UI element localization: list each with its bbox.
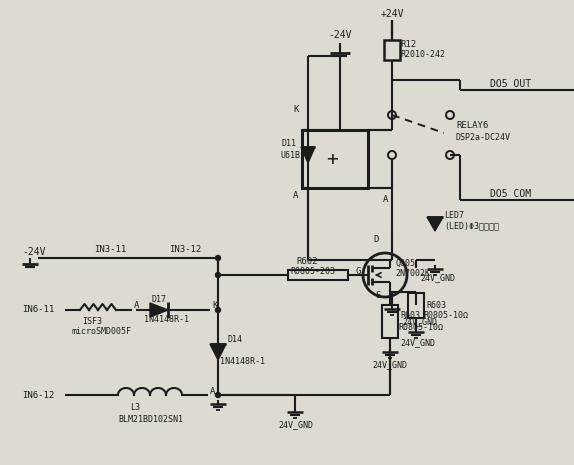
Bar xyxy=(408,293,424,318)
Text: BLM21BD102SN1: BLM21BD102SN1 xyxy=(118,416,183,425)
Text: R602: R602 xyxy=(296,258,317,266)
Bar xyxy=(384,40,400,60)
Text: A: A xyxy=(210,386,215,396)
Text: LED7: LED7 xyxy=(444,212,464,220)
Text: R603: R603 xyxy=(400,312,420,320)
Text: -24V: -24V xyxy=(328,30,352,40)
Text: DO5 COM: DO5 COM xyxy=(490,189,531,199)
Text: 1N4148R-1: 1N4148R-1 xyxy=(220,358,265,366)
Text: R603: R603 xyxy=(426,300,446,310)
Text: 24V_GND: 24V_GND xyxy=(372,360,407,370)
Text: K: K xyxy=(293,106,298,114)
Text: D: D xyxy=(373,235,378,245)
Text: 24V_GND: 24V_GND xyxy=(402,318,437,326)
Text: (LED)Φ3平头绍红: (LED)Φ3平头绍红 xyxy=(444,221,499,231)
Text: ISF3: ISF3 xyxy=(82,318,102,326)
Text: G: G xyxy=(355,267,360,277)
Text: IN6-12: IN6-12 xyxy=(22,391,55,399)
Text: D11: D11 xyxy=(282,140,297,148)
Text: A: A xyxy=(383,195,389,205)
Bar xyxy=(382,305,398,338)
Text: RELAY6: RELAY6 xyxy=(456,121,488,131)
Circle shape xyxy=(215,272,220,278)
Text: +24V: +24V xyxy=(380,9,404,19)
Text: 24V_GND: 24V_GND xyxy=(400,339,435,347)
Polygon shape xyxy=(150,303,168,317)
Text: 24V_GND: 24V_GND xyxy=(278,420,313,430)
Text: 24V_GND: 24V_GND xyxy=(420,273,455,283)
Text: microSMD005F: microSMD005F xyxy=(72,327,132,337)
Polygon shape xyxy=(427,217,443,231)
Text: L3: L3 xyxy=(130,404,140,412)
Text: A: A xyxy=(293,191,298,199)
Text: R12: R12 xyxy=(400,40,416,49)
Text: S: S xyxy=(375,291,381,299)
Text: DO5 OUT: DO5 OUT xyxy=(490,79,531,89)
Text: IN6-11: IN6-11 xyxy=(22,306,55,314)
Text: R2010-242: R2010-242 xyxy=(400,51,445,60)
Text: +: + xyxy=(326,150,338,168)
Circle shape xyxy=(215,255,220,260)
Circle shape xyxy=(215,307,220,312)
Polygon shape xyxy=(301,147,315,163)
Text: 2N7002K: 2N7002K xyxy=(395,270,430,279)
Text: IN3-12: IN3-12 xyxy=(169,246,201,254)
Bar xyxy=(302,130,368,188)
Text: 1N4148R-1: 1N4148R-1 xyxy=(144,315,189,325)
Circle shape xyxy=(215,392,220,398)
Text: IN3-11: IN3-11 xyxy=(94,246,126,254)
Text: K: K xyxy=(212,301,218,311)
Text: D17: D17 xyxy=(152,295,167,305)
Text: R0805-10Ω: R0805-10Ω xyxy=(398,324,443,332)
Text: R0805-203: R0805-203 xyxy=(290,267,335,277)
Text: DSP2a-DC24V: DSP2a-DC24V xyxy=(456,133,511,142)
Bar xyxy=(288,270,348,280)
Text: R0805-10Ω: R0805-10Ω xyxy=(423,312,468,320)
Text: Q005: Q005 xyxy=(395,259,415,267)
Polygon shape xyxy=(210,344,226,360)
Text: -24V: -24V xyxy=(22,247,45,257)
Text: D14: D14 xyxy=(228,336,243,345)
Text: A: A xyxy=(134,301,139,311)
Text: U61B: U61B xyxy=(280,151,300,159)
